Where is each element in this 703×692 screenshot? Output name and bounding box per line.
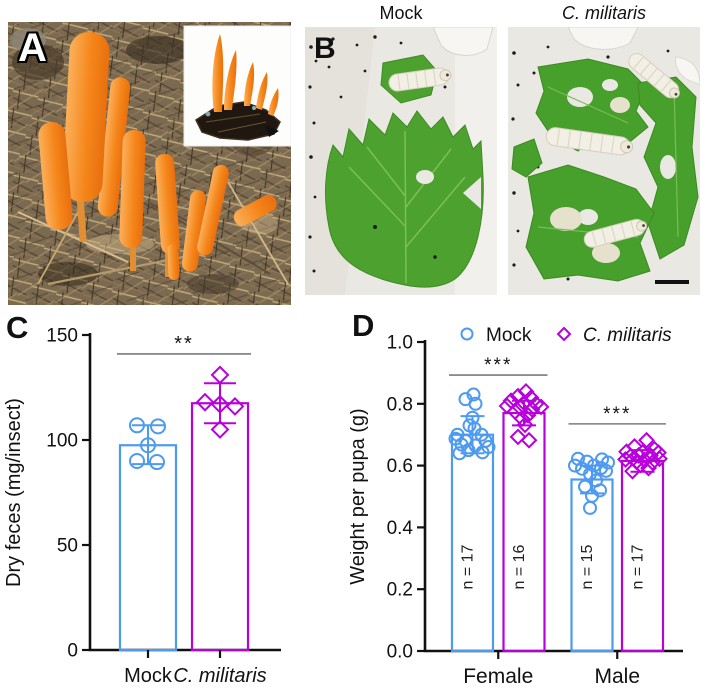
scatter-points (568, 451, 615, 515)
x-axis-labels: Female Male (463, 651, 640, 688)
bars (118, 365, 250, 652)
svg-text:1.0: 1.0 (387, 333, 413, 354)
bar (118, 444, 178, 652)
svg-text:Male: Male (594, 665, 640, 688)
bar (450, 433, 495, 653)
svg-text:0.6: 0.6 (387, 456, 413, 477)
panel-c-label: C (6, 310, 29, 345)
y-axis-title: Weight per pupa (g) (350, 408, 369, 584)
n-label: n = 17 (460, 544, 477, 589)
y-ticks: 0 50 100 150 (46, 326, 90, 662)
n-label: n = 16 (511, 544, 528, 589)
x-axis-labels: Mock C. militaris (124, 650, 267, 687)
scatter-points (195, 365, 245, 439)
legend: Mock C. militaris (460, 325, 672, 346)
svg-text:Mock: Mock (124, 665, 173, 687)
svg-text:0.2: 0.2 (387, 580, 413, 601)
inset-stromata (212, 34, 279, 116)
inset-arrowhead-icon (265, 125, 279, 137)
n-label: n = 17 (630, 544, 647, 589)
frass-specks (308, 35, 457, 273)
leaf-holes (567, 79, 676, 225)
bar (502, 411, 546, 653)
mulberry-leaf (325, 110, 484, 288)
panel-d-label: D (352, 308, 375, 343)
panel-b-cmilitaris-title: C. militaris (562, 3, 646, 23)
svg-text:100: 100 (46, 431, 78, 452)
legend-label: C. militaris (583, 325, 672, 346)
scatter-points (498, 383, 550, 449)
panel-b-label: B (314, 32, 336, 65)
svg-text:50: 50 (57, 536, 78, 557)
svg-text:0.8: 0.8 (387, 394, 413, 415)
svg-text:**: ** (174, 333, 194, 355)
svg-text:***: *** (484, 355, 512, 376)
scatter-points (617, 431, 668, 480)
silkworm (583, 218, 648, 248)
scatter-points (448, 387, 496, 461)
svg-text:150: 150 (46, 326, 78, 347)
svg-text:0.4: 0.4 (387, 518, 414, 539)
silkworm (628, 53, 680, 99)
y-axis-title: Dry feces (mg/insect) (3, 398, 25, 587)
error-bar (132, 424, 164, 466)
cordyceps-fruiting-bodies (38, 32, 277, 280)
panel-b-cmilitaris-photo (508, 27, 700, 295)
silkworm (388, 67, 452, 92)
eaten-membrane-patches (550, 97, 630, 263)
panel-a-photo (8, 22, 291, 305)
paper-clip (432, 27, 494, 56)
panel-a-label: A (18, 26, 47, 70)
panel-a-inset (183, 25, 291, 147)
svg-text:0.0: 0.0 (387, 642, 413, 663)
significance-bracket: ** (117, 333, 251, 355)
scale-bar (655, 280, 689, 284)
axes (88, 333, 281, 652)
y-ticks: 0.0 0.2 0.4 0.6 0.8 1.0 (387, 333, 425, 663)
svg-text:***: *** (603, 404, 631, 425)
bar (190, 402, 250, 652)
panel-c-chart: 0 50 100 150 Dry feces (mg/insect) Mock C. mil… (3, 326, 281, 687)
panel-b-mock-photo (305, 27, 497, 295)
svg-text:C. militaris: C. militaris (173, 665, 266, 687)
svg-text:0: 0 (67, 641, 78, 662)
significance-bracket: *** (449, 355, 548, 376)
bars: n = 17 n = 16 n = 15 n = 17 (448, 383, 668, 653)
significance-bracket: *** (568, 404, 666, 425)
legend-label: Mock (486, 325, 532, 346)
scatter-points (129, 417, 166, 471)
svg-text:Female: Female (463, 665, 533, 688)
silkworm (545, 127, 634, 156)
n-label: n = 15 (579, 544, 596, 589)
panel-b-mock-title: Mock (379, 3, 423, 23)
panel-d-chart: 0.0 0.2 0.4 0.6 0.8 1.0 Weight per pupa (g) n =… (350, 325, 683, 688)
